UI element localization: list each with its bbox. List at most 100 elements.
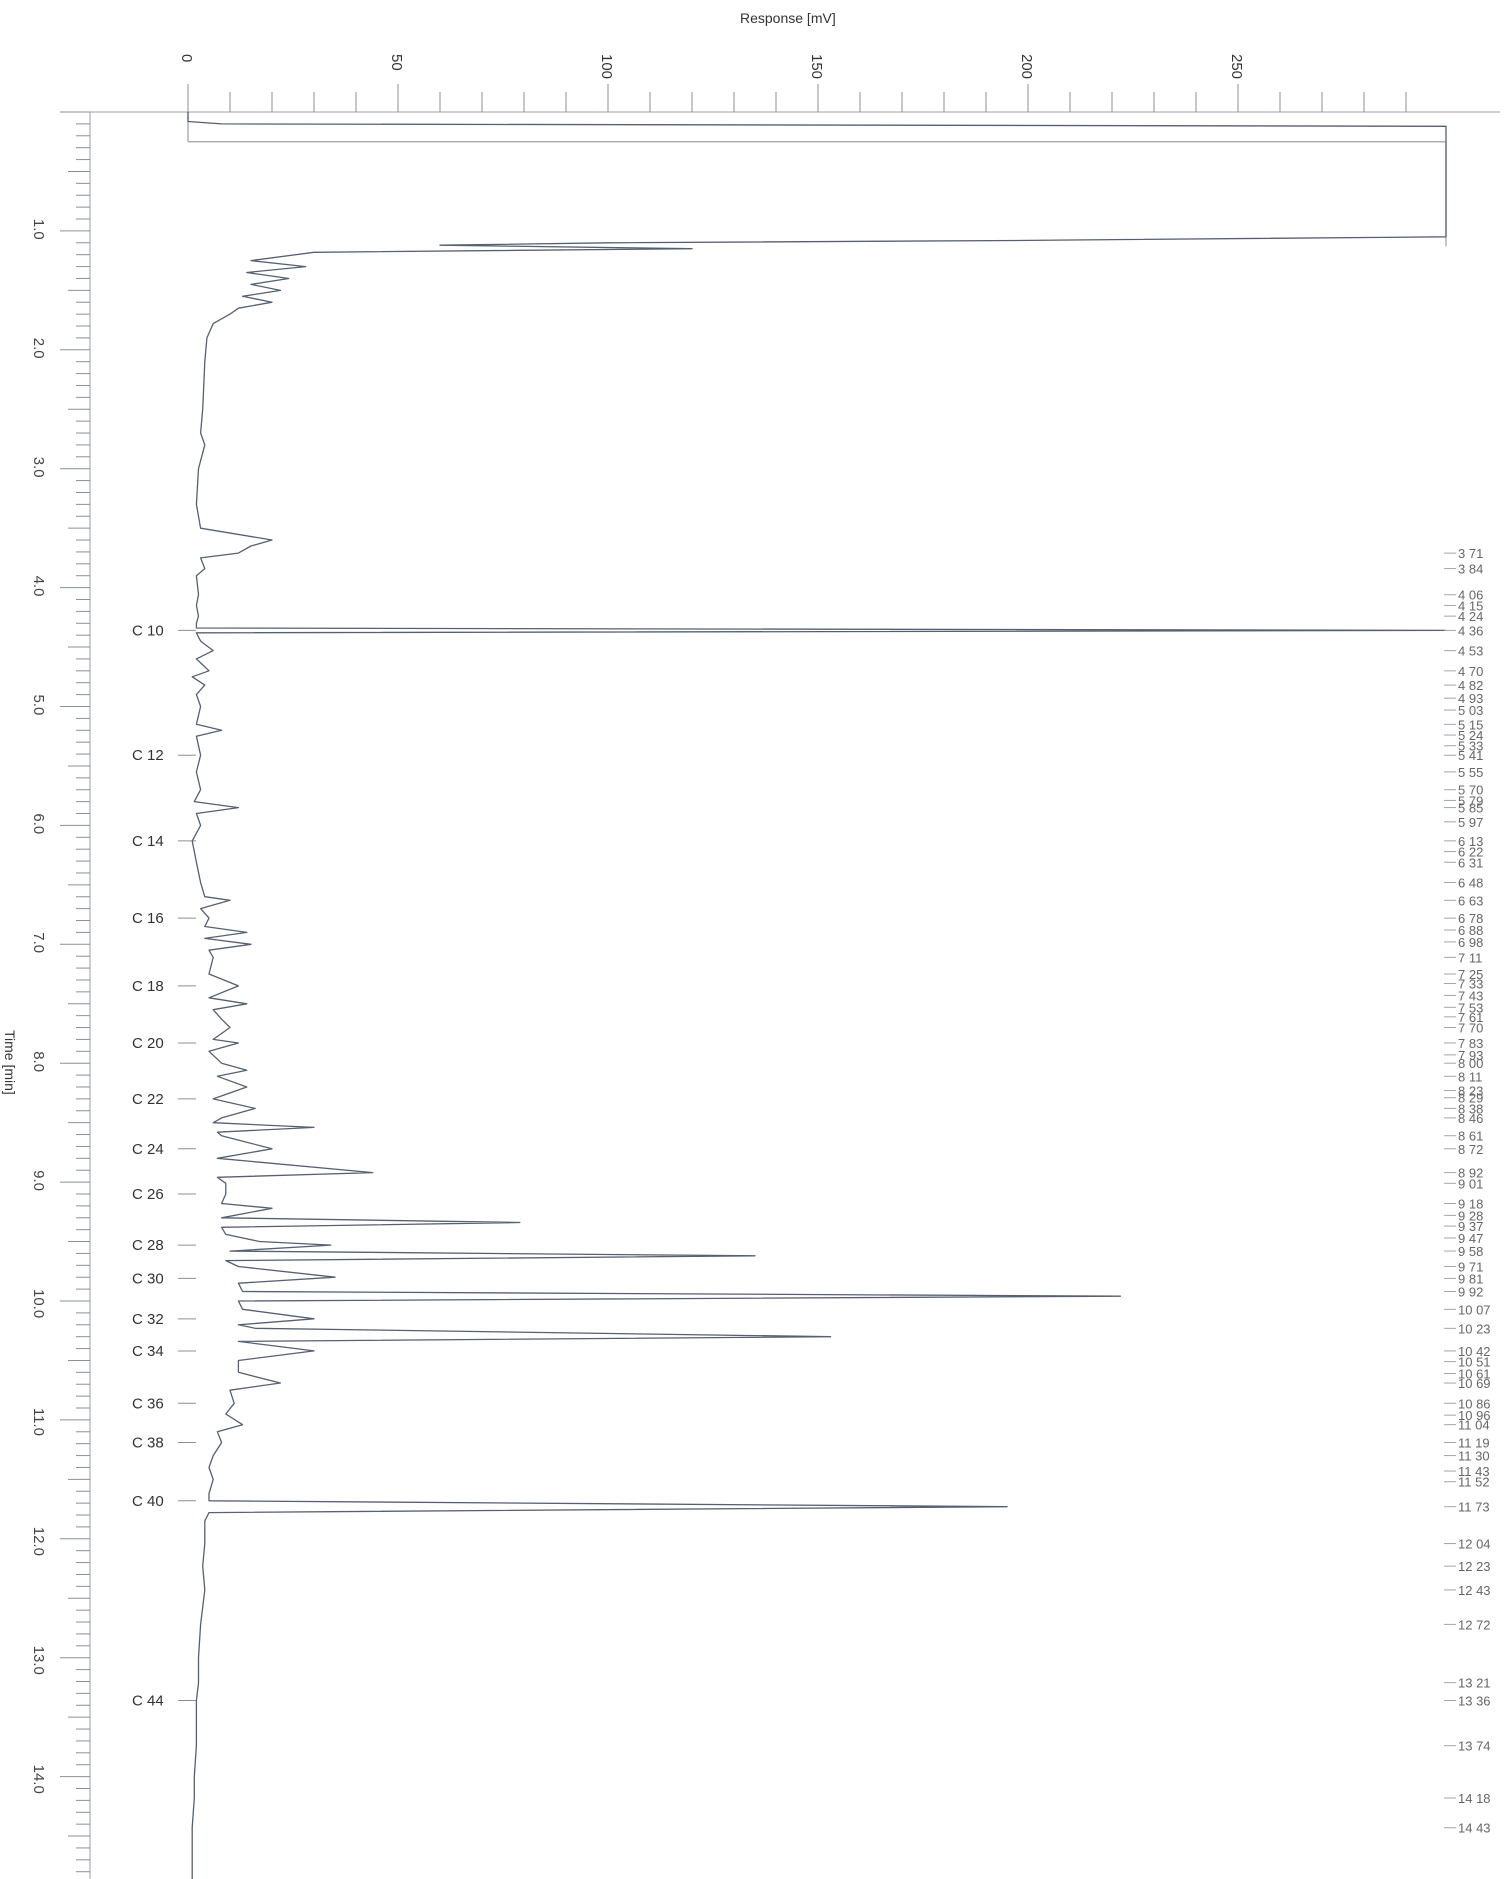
retention-time-label: 8 38 [1458,1101,1483,1116]
retention-time-label: 9 92 [1458,1284,1483,1299]
retention-time-label: 8 72 [1458,1142,1483,1157]
retention-time-label: 13 74 [1458,1739,1491,1754]
retention-time-label: 5 85 [1458,801,1483,816]
alkane-label: C 18 [132,978,164,995]
x-tick-label: 200 [1018,54,1035,79]
y-tick-label: 4.0 [30,576,47,597]
y-tick-label: 1.0 [30,219,47,240]
retention-time-label: 7 53 [1458,1000,1483,1015]
retention-time-label: 8 92 [1458,1166,1483,1181]
retention-time-label: 6 31 [1458,855,1483,870]
y-axis: 1.0 2.0 3.0 4.0 5.0 6.0 7.0 8.0 9.0 10.0 11.0 12.0 1… [30,111,90,1873]
chromatogram-trace [187,112,1447,1879]
retention-time-label: 10 96 [1458,1408,1491,1423]
x-tick-label: 250 [1228,54,1245,79]
retention-time-label: 6 13 [1458,834,1483,849]
retention-time-label: 9 71 [1458,1260,1483,1275]
retention-time-label: 10 42 [1458,1344,1491,1359]
retention-time-label: 4 93 [1458,691,1483,706]
retention-time-label: 12 43 [1458,1583,1491,1598]
retention-time-label: 9 47 [1458,1231,1483,1246]
retention-time-label: 4 70 [1458,664,1483,679]
y-tick-label: 12.0 [30,1527,47,1556]
x-tick-label: 50 [388,54,405,71]
x-axis-title: Response [mV] [740,10,836,26]
retention-time-label: 4 24 [1458,609,1483,624]
alkane-label: C 14 [132,833,164,850]
retention-time-label: 10 69 [1458,1376,1491,1391]
y-tick-label: 9.0 [30,1170,47,1191]
retention-time-label: 13 21 [1458,1676,1491,1691]
alkane-label: C 32 [132,1311,164,1328]
retention-time-label: 5 24 [1458,728,1483,743]
x-axis: 0 50 100 150 200 250 [178,54,1407,112]
retention-time-label: 5 03 [1458,703,1483,718]
retention-time-label: 7 83 [1458,1036,1483,1051]
retention-time-label: 4 82 [1458,678,1483,693]
retention-time-label: 11 52 [1458,1475,1490,1490]
y-tick-label: 11.0 [30,1408,47,1436]
alkane-label: C 26 [132,1186,164,1203]
y-tick-label: 5.0 [30,695,47,716]
y-tick-label: 13.0 [30,1646,47,1675]
retention-time-labels: 3 713 84 4 064 154 244 36 4 53 4 704 824 93… [1444,546,1491,1836]
retention-time-label: 7 11 [1458,950,1482,965]
y-tick-label: 6.0 [30,813,47,834]
alkane-label: C 40 [132,1493,164,1510]
retention-time-label: 7 70 [1458,1021,1483,1036]
retention-time-label: 6 63 [1458,893,1483,908]
retention-time-label: 7 93 [1458,1048,1483,1063]
retention-time-label: 4 15 [1458,598,1483,613]
retention-time-label: 12 23 [1458,1559,1491,1574]
alkane-label: C 28 [132,1237,164,1254]
retention-time-label: 10 23 [1458,1321,1491,1336]
retention-time-label: 9 81 [1458,1271,1483,1286]
retention-time-label: 6 78 [1458,911,1483,926]
retention-time-label: 7 33 [1458,977,1483,992]
alkane-labels: C 10 C 12 C 14 C 16 C 18 C 20 C 22 C 24 C 26 C 28… [132,622,196,1710]
retention-time-label: 12 04 [1458,1537,1491,1552]
retention-time-label: 7 61 [1458,1010,1483,1025]
retention-time-label: 11 43 [1458,1464,1490,1479]
retention-time-label: 10 61 [1458,1367,1491,1382]
retention-time-label: 5 41 [1458,748,1483,763]
retention-time-label: 5 15 [1458,717,1483,732]
alkane-label: C 22 [132,1091,164,1108]
alkane-label: C 44 [132,1693,164,1710]
trace-layer [187,112,1447,1879]
retention-time-label: 14 43 [1458,1821,1491,1836]
retention-time-label: 9 18 [1458,1197,1483,1212]
y-tick-label: 10.0 [30,1289,47,1318]
retention-time-label: 6 88 [1458,923,1483,938]
retention-time-label: 5 97 [1458,815,1483,830]
retention-time-label: 5 33 [1458,739,1483,754]
x-tick-label: 100 [598,54,615,79]
alkane-label: C 38 [132,1434,164,1451]
retention-time-label: 10 07 [1458,1302,1491,1317]
retention-time-label: 9 01 [1458,1176,1483,1191]
retention-time-label: 11 04 [1458,1418,1490,1433]
retention-time-label: 9 58 [1458,1244,1483,1259]
retention-time-label: 8 23 [1458,1084,1483,1099]
retention-time-label: 14 18 [1458,1791,1491,1806]
alkane-label: C 12 [132,747,164,764]
alkane-label: C 34 [132,1343,164,1360]
retention-time-label: 3 84 [1458,562,1483,577]
retention-time-label: 7 25 [1458,967,1483,982]
retention-time-label: 13 36 [1458,1694,1491,1709]
retention-time-label: 5 79 [1458,793,1483,808]
y-tick-label: 7.0 [30,932,47,953]
retention-time-label: 8 11 [1458,1069,1482,1084]
alkane-label: C 36 [132,1395,164,1412]
retention-time-label: 10 86 [1458,1396,1491,1411]
alkane-label: C 30 [132,1270,164,1287]
x-tick-label: 150 [808,54,825,79]
retention-time-label: 8 61 [1458,1129,1483,1144]
alkane-label: C 10 [132,622,164,639]
y-tick-label: 14.0 [30,1765,47,1794]
retention-time-label: 8 46 [1458,1111,1483,1126]
plot-frame [89,111,1500,1879]
retention-time-label: 4 36 [1458,623,1483,638]
retention-time-label: 7 43 [1458,988,1483,1003]
